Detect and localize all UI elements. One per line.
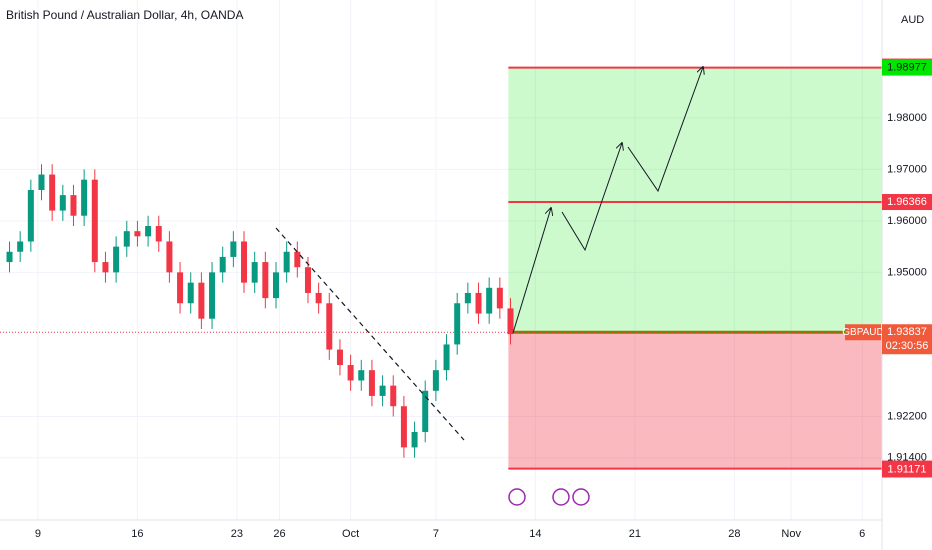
price-label: 1.96366 [887, 196, 927, 208]
candle-body [6, 251, 13, 263]
symbol-label-bg [845, 324, 881, 341]
candle-body [400, 406, 407, 448]
candle-body [70, 195, 77, 216]
candle-body [315, 292, 322, 304]
candle-body [422, 390, 429, 432]
candle-body [304, 267, 311, 293]
candle-body [358, 370, 365, 381]
candle-body [230, 241, 237, 257]
candle-body [145, 226, 152, 237]
x-tick-label: 6 [859, 528, 865, 540]
y-tick-label: 1.92200 [887, 410, 927, 422]
x-tick-label: Oct [342, 528, 359, 540]
candle-body [336, 349, 343, 366]
candle-body [198, 282, 205, 319]
chart-title: British Pound / Australian Dollar, 4h, O… [6, 8, 243, 22]
plot [0, 0, 883, 520]
candle-body [155, 226, 162, 242]
price-label: 1.98977 [887, 62, 927, 74]
candle-body [219, 256, 226, 273]
currency: AUD [901, 14, 924, 26]
candle-body [454, 303, 461, 345]
candle-body [38, 174, 45, 190]
x-tick-label: 26 [273, 528, 285, 540]
candle-body [262, 262, 269, 299]
candle-body [113, 246, 120, 273]
candle-body [390, 385, 397, 407]
x-tick-label: Nov [781, 528, 801, 540]
x-tick-label: 9 [35, 528, 41, 540]
x-tick-label: 23 [231, 528, 243, 540]
candle-body [59, 195, 66, 211]
event-icons [508, 488, 590, 506]
candle-body [187, 282, 194, 304]
price-label-bg [882, 461, 932, 478]
candle-body [294, 251, 301, 268]
price-label: 1.91171 [888, 463, 927, 475]
candle-body [411, 431, 418, 448]
y-tick-label: 1.95000 [887, 266, 927, 278]
current-price-bg [882, 324, 932, 355]
loss-zone [508, 332, 883, 469]
candle-body [283, 251, 290, 273]
candle-body [486, 287, 493, 314]
x-tick-label: 7 [433, 528, 439, 540]
candle-body [123, 231, 130, 247]
x-tick-label: 14 [529, 528, 541, 540]
candle-body [81, 179, 88, 216]
candle-body [475, 292, 482, 314]
candle-body [134, 231, 141, 237]
price-label-bg [882, 194, 932, 211]
x-tick-label: 28 [728, 528, 740, 540]
candle-body [241, 241, 248, 283]
candle-body [272, 272, 279, 299]
candle-body [251, 262, 258, 283]
candle-body [368, 370, 375, 396]
candle-body [507, 308, 514, 335]
candle-body [27, 189, 34, 242]
arrow [627, 67, 703, 193]
candle-body [432, 370, 439, 391]
candle-body [326, 303, 333, 350]
candle-body [91, 179, 98, 263]
candle-body [496, 287, 503, 309]
candle-body [17, 241, 24, 252]
current-price: 1.93837 [887, 326, 927, 338]
candle-body [379, 385, 386, 396]
profit-zone [508, 67, 883, 333]
candle-body [166, 241, 173, 273]
candle-body [347, 365, 354, 381]
y-tick-label: 1.98000 [887, 112, 927, 124]
candle-body [177, 272, 184, 304]
x-tick-label: 21 [629, 528, 641, 540]
y-tick-label: 1.96000 [887, 215, 927, 227]
price-label-bg [882, 59, 932, 76]
candle-body [102, 262, 109, 273]
symbol-label: GBPAUD [842, 327, 884, 338]
trend-line [275, 227, 465, 441]
x-tick-label: 16 [131, 528, 143, 540]
candle-body [209, 272, 216, 319]
arrow [512, 208, 551, 334]
countdown: 02:30:56 [886, 340, 929, 352]
candle-body [49, 174, 56, 211]
y-tick-label: 1.97000 [887, 163, 927, 175]
candle-body [464, 292, 471, 304]
arrow [561, 143, 622, 252]
candle-body [443, 344, 450, 371]
